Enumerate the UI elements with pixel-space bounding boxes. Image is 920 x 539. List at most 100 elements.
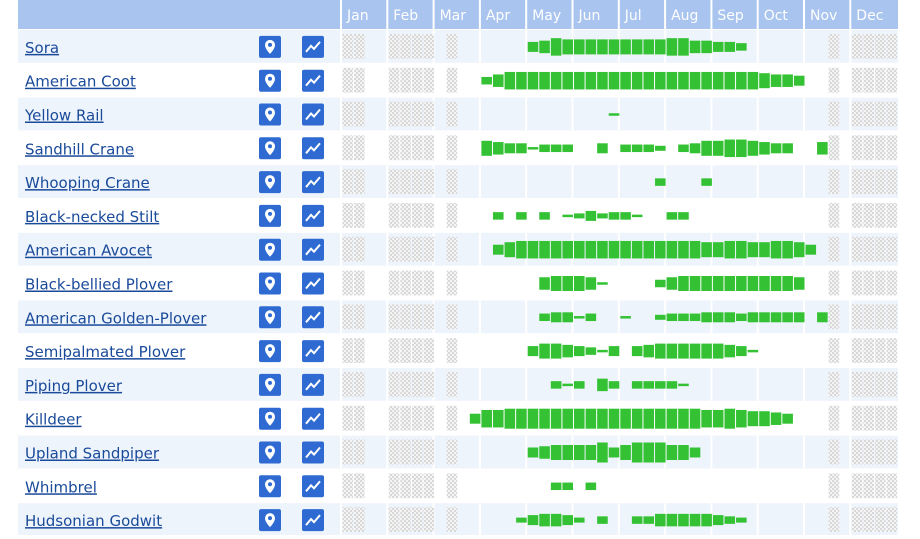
map-button[interactable] (259, 238, 281, 261)
chart-button[interactable] (302, 475, 324, 498)
species-link[interactable]: American Golden-Plover (25, 309, 207, 327)
frequency-bar (492, 142, 504, 155)
map-button[interactable] (259, 340, 281, 363)
map-button[interactable] (259, 509, 281, 532)
chart-button[interactable] (302, 272, 324, 295)
map-button[interactable] (259, 35, 281, 58)
map-button[interactable] (259, 103, 281, 126)
frequency-bar (585, 240, 597, 259)
frequency-bar (539, 313, 550, 322)
no-data (411, 372, 423, 397)
frequency-bar (689, 71, 701, 90)
frequency-bar (701, 178, 712, 186)
frequency-bar (782, 413, 793, 424)
no-data (851, 236, 863, 262)
species-link[interactable]: Sora (25, 39, 59, 57)
chart-button[interactable] (302, 238, 324, 261)
row-bg (18, 30, 898, 63)
frequency-bar (747, 71, 759, 90)
frequency-bar (620, 316, 631, 319)
frequency-bar (527, 41, 539, 52)
frequency-bar (585, 277, 597, 290)
frequency-bar (793, 75, 805, 86)
chart-button[interactable] (302, 103, 324, 126)
species-link[interactable]: Semipalmated Plover (25, 343, 186, 361)
chart-button[interactable] (302, 306, 324, 329)
map-button[interactable] (259, 272, 281, 295)
frequency-bar (620, 71, 631, 90)
map-button[interactable] (259, 306, 281, 329)
no-data (342, 270, 354, 296)
map-button[interactable] (259, 441, 281, 464)
no-data (411, 439, 423, 465)
frequency-bar (793, 242, 805, 258)
frequency-bar (736, 346, 747, 357)
frequency-bar (805, 244, 817, 255)
frequency-bar (608, 447, 620, 458)
species-link[interactable]: Sandhill Crane (25, 140, 134, 158)
map-button[interactable] (259, 171, 281, 194)
no-data (886, 169, 898, 194)
frequency-bar (643, 408, 655, 429)
no-data (354, 101, 365, 127)
no-data (354, 34, 365, 59)
chart-button[interactable] (302, 137, 324, 160)
frequency-bar (562, 276, 573, 291)
no-data (423, 67, 435, 93)
month-label: Sep (717, 8, 744, 24)
chart-button[interactable] (302, 204, 324, 227)
frequency-bar (770, 276, 782, 291)
species-link[interactable]: Whimbrel (25, 478, 97, 496)
no-data (863, 439, 874, 465)
chart-button[interactable] (302, 441, 324, 464)
chart-button[interactable] (302, 509, 324, 532)
no-data (828, 507, 840, 532)
no-data (828, 270, 840, 296)
species-link[interactable]: Black-necked Stilt (25, 208, 159, 226)
no-data (863, 507, 874, 532)
frequency-bar (655, 71, 666, 90)
frequency-bar (655, 513, 666, 527)
map-button[interactable] (259, 137, 281, 160)
no-data (851, 372, 863, 397)
no-data (886, 507, 898, 532)
frequency-bar (492, 244, 504, 255)
no-data (828, 34, 840, 59)
frequency-bar (689, 240, 701, 259)
frequency-bar (597, 71, 608, 90)
frequency-bar (817, 142, 828, 155)
chart-button[interactable] (302, 69, 324, 92)
no-data (400, 67, 411, 93)
species-link[interactable]: Black-bellied Plover (25, 276, 173, 294)
map-button[interactable] (259, 204, 281, 227)
frequency-bar (782, 143, 793, 154)
chart-button[interactable] (302, 373, 324, 396)
species-link[interactable]: American Avocet (25, 242, 152, 260)
species-link[interactable]: Whooping Crane (25, 174, 150, 192)
chart-button[interactable] (302, 340, 324, 363)
frequency-bar (527, 408, 539, 429)
no-data (446, 236, 458, 262)
map-button[interactable] (259, 475, 281, 498)
row-bg (18, 199, 898, 232)
frequency-bar (504, 71, 516, 90)
no-data (851, 338, 863, 363)
frequency-bar (608, 240, 620, 259)
species-link[interactable]: Piping Plover (25, 377, 123, 395)
map-button[interactable] (259, 407, 281, 430)
frequency-bar (747, 276, 759, 291)
chart-button[interactable] (302, 171, 324, 194)
chart-button[interactable] (302, 407, 324, 430)
frequency-bar (608, 408, 620, 429)
frequency-bar (759, 73, 770, 89)
species-link[interactable]: Hudsonian Godwit (25, 512, 162, 530)
species-link[interactable]: Yellow Rail (24, 107, 104, 125)
species-link[interactable]: American Coot (25, 73, 136, 91)
no-data (863, 203, 874, 228)
chart-button[interactable] (302, 35, 324, 58)
map-button[interactable] (259, 69, 281, 92)
species-link[interactable]: Killdeer (25, 411, 82, 429)
species-link[interactable]: Upland Sandpiper (25, 445, 160, 463)
map-button[interactable] (259, 373, 281, 396)
frequency-bar (631, 214, 643, 218)
